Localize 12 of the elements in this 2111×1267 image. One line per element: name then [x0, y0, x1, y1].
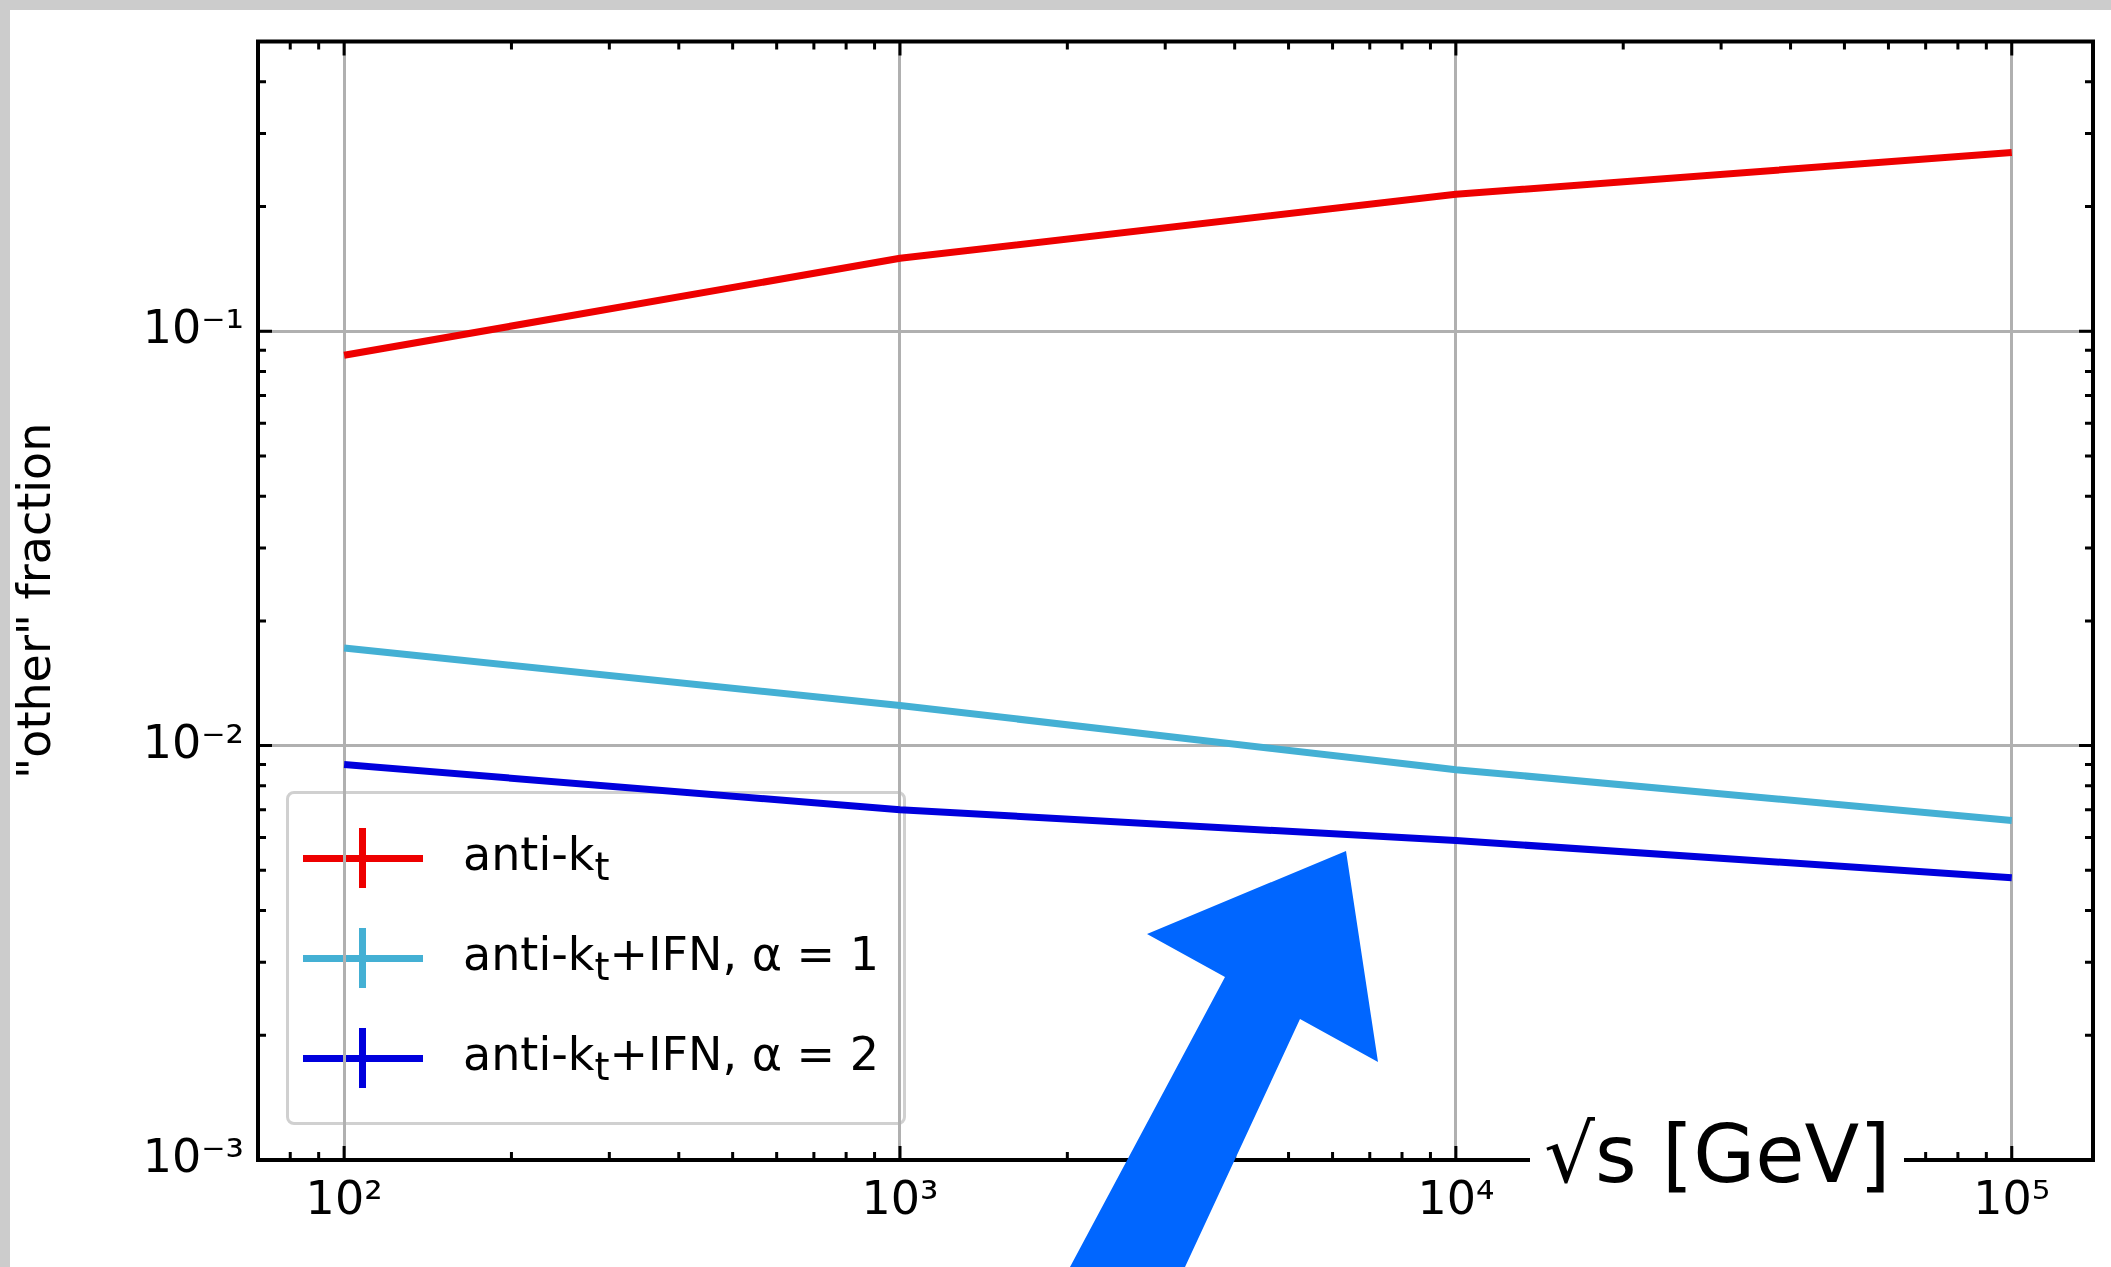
x-axis-title: √s [GeV]: [1530, 1108, 1905, 1201]
legend-label: anti-k$_{t}$+IFN, α = 2: [463, 1026, 880, 1090]
x-tick-label: 10²: [305, 1170, 383, 1225]
legend-label: anti-k$_{t}$+IFN, α = 1: [463, 926, 880, 990]
y-tick-label: 10⁻³: [142, 1128, 244, 1183]
y-axis-title: "other" fraction: [6, 422, 61, 779]
y-tick-label: 10⁻¹: [142, 300, 244, 355]
y-tick-label: 10⁻²: [142, 714, 244, 769]
x-tick-label: 10³: [861, 1170, 939, 1225]
x-tick-label: 10⁵: [1973, 1170, 2051, 1225]
x-tick-label: 10⁴: [1417, 1170, 1495, 1225]
legend-label: anti-k$_{t}$: [463, 826, 610, 890]
